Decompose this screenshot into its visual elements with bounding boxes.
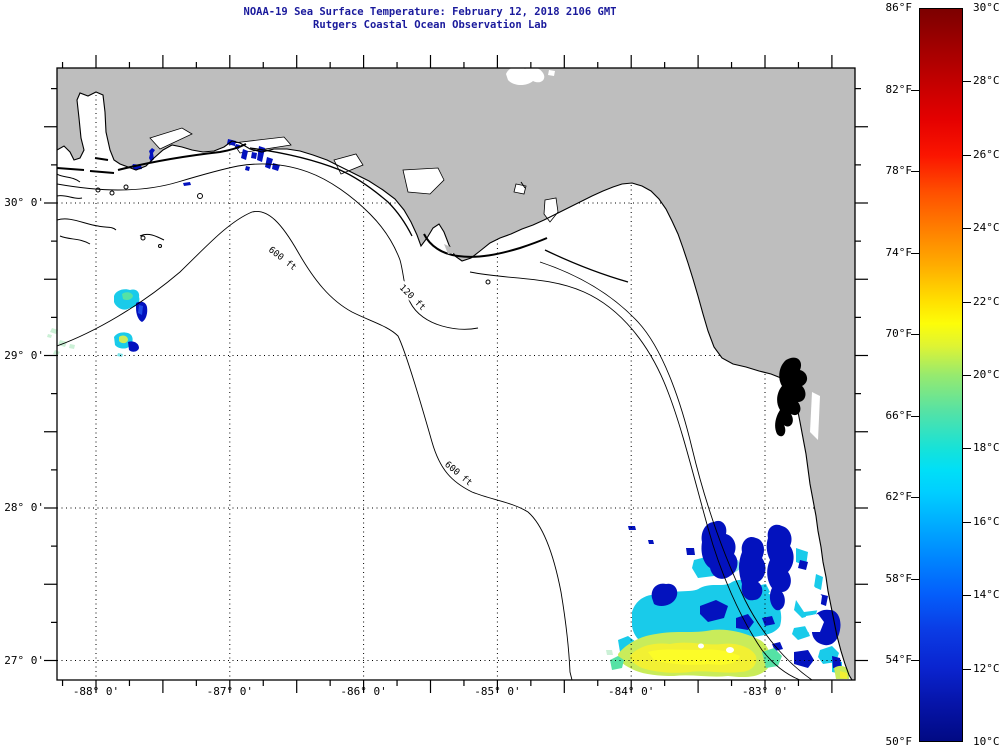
colorbar-tick [911,334,919,336]
bay-inlet [232,136,292,154]
barrier-spit-fill [444,244,462,254]
colorbar-tick [911,252,919,254]
colorbar-tick [911,415,919,417]
colorbar-tick [911,89,919,91]
contour-label-bg [441,457,477,489]
x-tick-label: -86° 0' [340,685,387,698]
contour-labels: 600 ft 120 ft 600 ft [265,242,477,489]
x-tick-label: -84° 0' [608,685,655,698]
colorbar-label-f: 74°F [885,245,913,259]
colorbar-label-c: 10°C [973,735,1000,748]
contour-label: 600 ft [441,457,477,489]
nearshore-lines [249,147,629,283]
colorbar-label-c: 26°C [973,147,1000,161]
colorbar-tick [963,301,971,303]
colorbar-label-f: 86°F [885,1,913,14]
colorbar-label-f: 66°F [885,408,913,422]
sst-patch-southeast-feature [606,520,849,679]
colorbar-tick [963,228,971,230]
x-tick-label: -87° 0' [206,685,253,698]
colorbar-tick [911,497,919,499]
x-tick-label: -83° 0' [741,685,789,698]
colorbar-tick [911,660,919,662]
title-line1: NOAA-19 Sea Surface Temperature: Februar… [243,6,617,18]
contour-shelf-inner [539,261,813,680]
bay-inlet [149,127,193,150]
contour-600ft [57,210,573,680]
axis-ticks [44,55,868,693]
contour-label-bg [396,280,430,314]
depth-contours [57,163,813,680]
colorbar-label-f: 58°F [885,571,913,585]
bay-inlet [543,197,559,223]
colorbar-label-f: 70°F [885,327,913,341]
figure-title: NOAA-19 Sea Surface Temperature: Februar… [0,6,860,32]
graticule [57,68,855,680]
colorbar-tick [963,154,971,156]
colorbar-label-c: 30°C [973,1,1000,14]
y-tick-label: 29° 0' [4,348,44,362]
contour-label-text: 120 ft [397,283,427,313]
colorbar-label-c: 24°C [973,221,1000,235]
colorbar-label-f: 50°F [885,735,913,748]
contour-label-text: 600 ft [266,245,298,273]
colorbar-label-f: 82°F [885,82,913,96]
barrier-islands [57,143,548,258]
colorbar-tick [963,81,971,83]
coastal-sliver [810,392,820,440]
colorbar-tick [963,521,971,523]
colorbar-label-f: 62°F [885,490,913,504]
dense-coast-blob [775,357,808,437]
y-tick-label: 28° 0' [4,501,44,514]
colorbar-label-f: 54°F [885,653,913,667]
y-tick-label: 30° 0' [4,196,44,209]
colorbar-label-c: 18°C [973,441,1000,455]
title-line2: Rutgers Coastal Ocean Observation Lab [313,19,547,31]
contour-shelf-outer [469,271,801,680]
colorbar-label-c: 12°C [973,661,1000,675]
plot-frame [56,67,856,681]
colorbar [919,8,963,742]
colorbar-label-c: 22°C [973,294,1000,308]
x-tick-label: -85° 0' [474,685,521,698]
contour-label-text: 600 ft [442,460,473,489]
contour-label-bg [265,242,301,274]
main-coastline [57,91,853,680]
coastlines [57,91,853,680]
inland-lake [548,70,555,76]
y-tick-label: 27° 0' [4,653,44,667]
contour-label: 120 ft [396,280,430,314]
colorbar-tick [911,171,919,173]
colorbar-label-c: 14°C [973,588,1000,602]
x-tick-label: -88° 0' [72,685,120,698]
coastal-inlet [513,183,527,195]
colorbar-label-f: 78°F [885,164,913,178]
sst-patch-west-cluster [114,289,148,357]
colorbar-label-c: 20°C [973,368,1000,381]
marsh-detail [57,173,526,285]
contour-label: 600 ft [265,242,301,274]
colorbar-tick [963,375,971,376]
inland-lake [506,66,545,86]
colorbar-tick [963,595,971,597]
sst-data-patches [47,139,849,679]
colorbar-tick [911,578,919,580]
colorbar-label-c: 16°C [973,514,1000,528]
sst-patch-pale-specks [47,328,75,355]
colorbar-tick [963,668,971,670]
contour-120ft [57,163,479,330]
bay-inlet [402,167,445,195]
colorbar-label-c: 28°C [973,74,1000,88]
colorbar-tick [963,448,971,450]
